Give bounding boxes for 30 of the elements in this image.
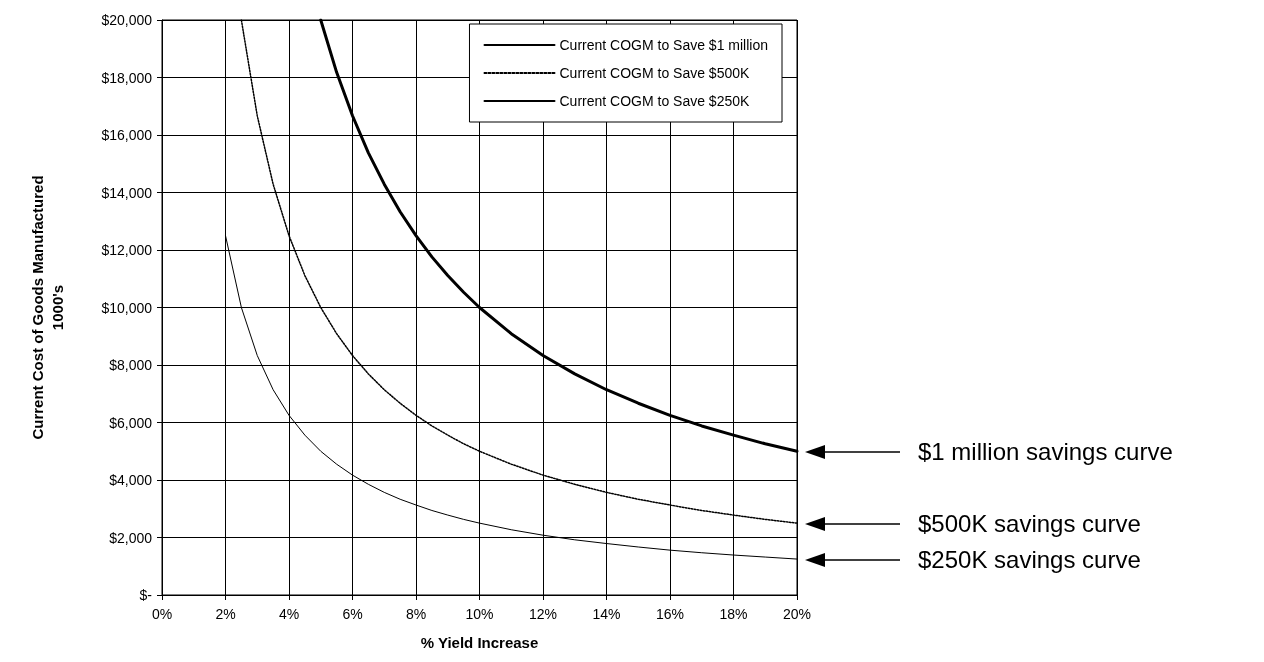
y-tick-label: $16,000	[101, 127, 153, 143]
y-tick-label: $6,000	[109, 414, 153, 431]
x-tick-label: 10%	[465, 606, 494, 622]
y-tick-label: $4,000	[109, 472, 153, 488]
x-tick-label: 12%	[528, 606, 558, 622]
y-tick-label: $10,000	[101, 299, 153, 316]
x-tick-label: 0%	[151, 606, 173, 622]
y-tick-label: $8,000	[109, 357, 153, 373]
x-tick-label: 18%	[719, 606, 748, 622]
y-tick-label: $20,000	[101, 12, 153, 28]
x-axis-title: % Yield Increase	[420, 634, 539, 651]
x-tick-label: 16%	[655, 606, 685, 622]
text: $1 million savings curve	[918, 437, 1173, 465]
y-tick-label: $-	[139, 587, 153, 603]
y-tick-label: $2,000	[109, 529, 153, 546]
text: $250K savings curve	[918, 545, 1141, 573]
x-tick-label: 6%	[342, 606, 363, 622]
legend-label: Current COGM to Save $1 million	[559, 37, 769, 53]
x-tick-label: 14%	[592, 606, 621, 622]
x-tick-label: 8%	[405, 606, 427, 622]
legend-label: Current COGM to Save $250K	[559, 93, 751, 109]
y-axis-title: Current Cost of Goods Manufactured 1000's	[28, 175, 66, 440]
y-tick-label: $14,000	[101, 184, 153, 201]
legend-label: Current COGM to Save $500K	[559, 65, 751, 81]
y-tick-label: $18,000	[101, 69, 153, 86]
x-tick-label: 20%	[782, 606, 812, 622]
x-tick-label: 2%	[215, 606, 236, 622]
x-tick-label: 4%	[278, 606, 300, 622]
y-tick-label: $12,000	[101, 242, 153, 258]
text: $500K savings curve	[918, 509, 1141, 537]
